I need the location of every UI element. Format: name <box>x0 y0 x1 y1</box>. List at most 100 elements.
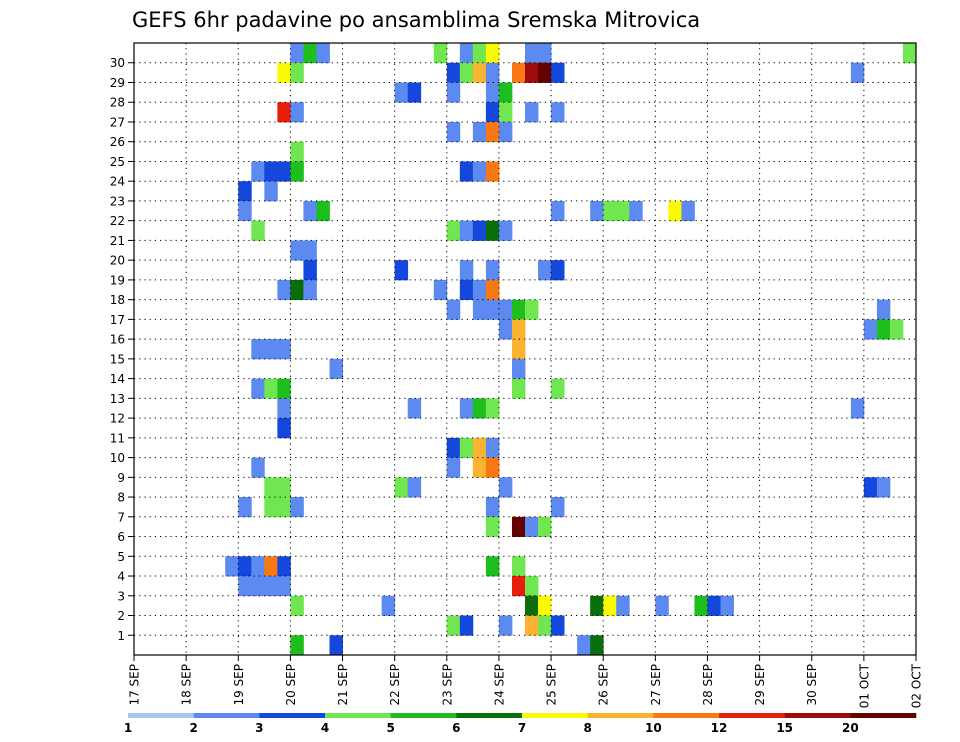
x-tick-label: 17 SEP <box>128 664 142 706</box>
y-tick-label: 2 <box>117 609 125 623</box>
heatmap-cell <box>238 181 252 202</box>
heatmap-cell <box>459 62 474 83</box>
heatmap-cell <box>264 497 278 518</box>
heatmap-cell <box>485 398 500 419</box>
colorbar-swatch <box>587 713 654 718</box>
heatmap-cell <box>863 319 878 340</box>
heatmap-cell <box>525 43 539 64</box>
colorbar-legend: 1 2 3 4 5 6 7 8 10 12 15 20 <box>124 713 917 735</box>
x-tick-label: 01 OCT <box>857 663 871 708</box>
heatmap-cell <box>551 497 565 518</box>
x-tick-label: 26 SEP <box>597 664 611 706</box>
x-tick-label: 24 SEP <box>492 664 506 706</box>
heatmap-cells <box>225 43 917 656</box>
heatmap-cell <box>316 43 330 64</box>
heatmap-cell <box>668 200 682 222</box>
heatmap-cell <box>472 43 487 64</box>
heatmap-cell <box>538 260 552 281</box>
chart-title: GEFS 6hr padavine po ansamblima Sremska … <box>132 8 700 32</box>
colorbar-swatch <box>850 713 917 718</box>
heatmap-cell <box>511 319 526 340</box>
heatmap-cell <box>485 457 500 478</box>
colorbar-label: 5 <box>386 721 394 735</box>
heatmap-cell <box>264 378 278 399</box>
heatmap-cell <box>629 200 643 222</box>
y-tick-label: 10 <box>110 451 125 465</box>
y-tick-label: 3 <box>117 589 125 603</box>
heatmap-cell <box>590 635 604 656</box>
heatmap-cell <box>485 43 500 64</box>
colorbar-swatch <box>128 713 194 718</box>
heatmap-cell <box>525 615 539 636</box>
y-tick-label: 27 <box>110 115 125 129</box>
x-tick-label: 19 SEP <box>232 664 246 706</box>
heatmap-cell <box>303 43 317 64</box>
heatmap-cell <box>446 437 461 458</box>
heatmap-cell <box>264 339 278 360</box>
heatmap-cell <box>407 477 422 498</box>
heatmap-cell <box>590 200 604 222</box>
colorbar-swatch <box>784 713 851 718</box>
y-tick-label: 30 <box>110 56 125 70</box>
heatmap-cell <box>485 121 500 143</box>
heatmap-cell <box>446 121 461 143</box>
x-tick-label: 25 SEP <box>545 664 559 706</box>
heatmap-cell <box>472 299 487 320</box>
heatmap-cell <box>876 477 891 498</box>
y-tick-label: 24 <box>110 175 125 189</box>
y-tick-label: 25 <box>110 155 125 169</box>
y-tick-label: 4 <box>117 570 125 584</box>
heatmap-cell <box>551 378 565 399</box>
heatmap-cell <box>238 556 252 577</box>
heatmap-cell <box>681 200 695 222</box>
colorbar-label: 15 <box>776 721 793 735</box>
y-tick-label: 8 <box>117 491 125 505</box>
colorbar-label: 10 <box>645 721 662 735</box>
heatmap-cell <box>603 200 617 222</box>
colorbar-label: 7 <box>518 721 526 735</box>
heatmap-cell <box>459 398 474 419</box>
y-tick-label: 13 <box>110 392 125 406</box>
x-tick-label: 18 SEP <box>180 664 194 706</box>
heatmap-cell <box>850 62 865 83</box>
heatmap-cell <box>485 437 500 458</box>
heatmap-cell <box>251 378 265 399</box>
heatmap-cell <box>290 62 304 83</box>
heatmap-cell <box>511 299 526 320</box>
heatmap-cell <box>876 299 891 320</box>
heatmap-cell <box>290 141 304 162</box>
x-tick-label: 23 SEP <box>440 664 454 706</box>
heatmap-cell <box>511 516 526 537</box>
colorbar-label: 1 <box>124 721 132 735</box>
heatmap-cell <box>472 121 487 143</box>
heatmap-cell <box>238 200 252 222</box>
heatmap-cell <box>472 457 487 478</box>
heatmap-cell <box>238 497 252 518</box>
heatmap-cell <box>446 457 461 478</box>
heatmap-cell <box>511 339 526 360</box>
heatmap-cell <box>511 576 526 597</box>
heatmap-cell <box>316 200 330 222</box>
colorbar-swatch <box>522 713 588 718</box>
heatmap-cell <box>472 220 487 241</box>
heatmap-cell <box>551 615 565 636</box>
colorbar-label: 12 <box>711 721 728 735</box>
heatmap-cell <box>277 418 291 439</box>
heatmap-cell <box>485 220 500 241</box>
colorbar-swatch <box>193 713 260 718</box>
heatmap-cell <box>472 279 487 301</box>
grid-lines <box>134 43 916 655</box>
colorbar-swatch <box>390 713 457 718</box>
heatmap-cell <box>277 398 291 419</box>
heatmap-cell <box>251 457 265 478</box>
heatmap-cell <box>525 62 539 83</box>
heatmap-cell <box>277 576 291 597</box>
heatmap-cell <box>538 516 552 537</box>
heatmap-cell <box>303 240 317 261</box>
heatmap-cell <box>329 635 343 656</box>
heatmap-cell <box>290 240 304 261</box>
heatmap-cell <box>889 319 904 340</box>
heatmap-cell <box>551 260 565 281</box>
x-tick-label: 29 SEP <box>753 664 767 706</box>
heatmap-cell <box>498 477 513 498</box>
